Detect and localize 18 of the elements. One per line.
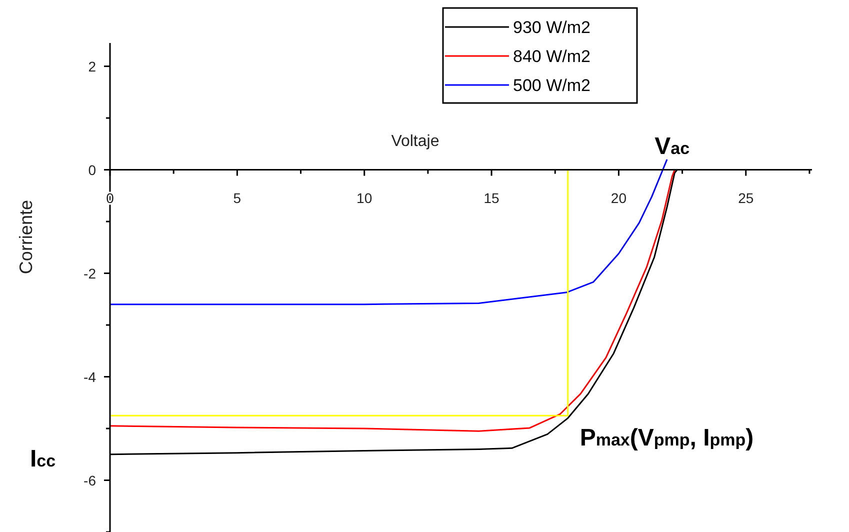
- y-axis-title: Corriente: [16, 200, 36, 274]
- annotation: Pmax(Vpmp, Ipmp): [580, 424, 754, 452]
- x-tick-label: 15: [484, 190, 500, 206]
- y-tick-label: -6: [84, 472, 96, 488]
- x-tick-label: 25: [738, 190, 754, 206]
- legend-label: 500 W/m2: [513, 76, 590, 95]
- legend-label: 930 W/m2: [513, 18, 590, 37]
- legend-label: 840 W/m2: [513, 47, 590, 66]
- y-tick-label: -4: [84, 368, 96, 385]
- x-tick-label: 20: [610, 190, 627, 206]
- x-axis-title: Voltaje: [391, 132, 440, 150]
- annotation: Icc: [30, 445, 56, 472]
- y-tick-label: 2: [88, 58, 96, 74]
- y-tick-label: 0: [88, 162, 96, 178]
- x-tick-label: 10: [356, 190, 372, 206]
- y-tick-label: -2: [84, 265, 96, 282]
- annotation: Vac: [654, 132, 690, 160]
- x-tick-label: 5: [233, 190, 242, 206]
